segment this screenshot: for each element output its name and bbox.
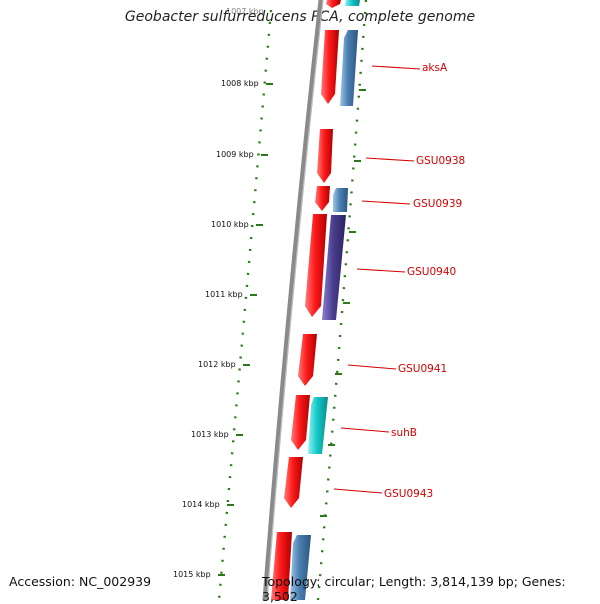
genome-title: Geobacter sulfurreducens PCA, complete g…	[124, 9, 476, 25]
tick-label: 1012 kbp	[198, 360, 236, 369]
tick-label: 1015 kbp	[173, 570, 211, 579]
reverse-strand-genes	[290, 0, 360, 600]
tick-label: 1014 kbp	[182, 500, 220, 509]
tick-marks: 1007 kbp 1008 kbp 1009 kbp 1010 kbp 1011…	[173, 7, 366, 579]
gene-reverse[interactable]	[345, 0, 360, 6]
callout-line	[361, 200, 411, 205]
gene-forward-aksA[interactable]	[321, 30, 339, 104]
gene-forward-GSU0938[interactable]	[317, 129, 333, 183]
gene-label-GSU0938[interactable]: GSU0938	[416, 155, 465, 167]
gene-forward-GSU0939[interactable]	[315, 186, 330, 211]
gene-label-suhB[interactable]: suhB	[391, 427, 417, 439]
callout-line	[340, 427, 390, 433]
genome-backbone-highlight	[266, 0, 324, 600]
outer-ruler-dots	[217, 9, 273, 600]
gene-reverse-GSU0940[interactable]	[322, 215, 346, 320]
callout-line	[371, 65, 421, 70]
gene-forward-GSU0941[interactable]	[298, 334, 317, 386]
callout-line	[333, 488, 383, 494]
gene-reverse-suhB[interactable]	[308, 397, 328, 454]
gene-label-GSU0941[interactable]: GSU0941	[398, 363, 447, 375]
gene-forward-GSU0940[interactable]	[305, 214, 327, 317]
gene-forward-GSU0943[interactable]	[284, 457, 303, 508]
accession-text: Accession: NC_002939	[9, 574, 152, 589]
tick-label: 1008 kbp	[221, 79, 259, 88]
gene-label-GSU0940[interactable]: GSU0940	[407, 266, 456, 278]
tick-label: 1009 kbp	[216, 150, 254, 159]
callout-line	[365, 157, 415, 162]
tick-label: 1011 kbp	[205, 290, 243, 299]
genome-backbone	[262, 0, 324, 600]
gene-label-GSU0943[interactable]: GSU0943	[384, 488, 433, 500]
gene-reverse-GSU0939[interactable]	[333, 188, 348, 212]
callout-line	[347, 364, 397, 370]
forward-strand-genes	[271, 0, 341, 600]
gene-reverse[interactable]	[290, 535, 311, 600]
tick-label: 1007 kbp	[226, 7, 264, 16]
gene-reverse-aksA[interactable]	[340, 30, 358, 106]
tick-label: 1013 kbp	[191, 430, 229, 439]
gene-forward[interactable]	[326, 0, 341, 8]
gene-forward[interactable]	[271, 532, 292, 600]
callout-line	[356, 268, 406, 273]
gene-labels: aksA GSU0938 GSU0939 GSU0940 GSU0941 suh…	[384, 62, 465, 500]
tick-label: 1010 kbp	[211, 220, 249, 229]
gene-label-aksA[interactable]: aksA	[422, 62, 448, 74]
gene-label-GSU0939[interactable]: GSU0939	[413, 198, 462, 210]
gene-forward-suhB[interactable]	[291, 395, 310, 450]
gene-callouts	[333, 65, 421, 494]
